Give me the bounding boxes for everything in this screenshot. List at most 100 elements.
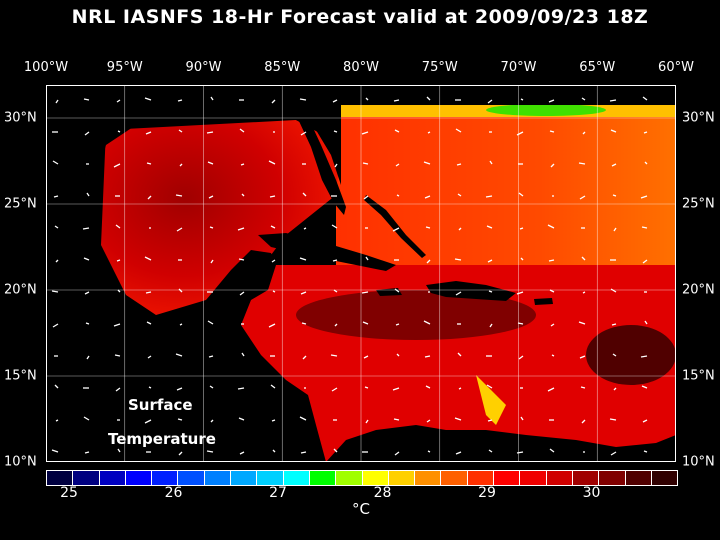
- wind-arrow: [393, 418, 400, 421]
- wind-arrow: [52, 160, 59, 165]
- wind-arrow: [148, 386, 152, 389]
- wind-arrow: [239, 291, 245, 296]
- wind-arrow: [83, 98, 90, 101]
- longitude-label: 70°W: [500, 60, 537, 75]
- wind-arrow: [270, 384, 276, 389]
- colorbar-swatch: [73, 471, 100, 485]
- wind-arrow: [520, 257, 524, 261]
- wind-arrow: [396, 353, 400, 357]
- wind-arrow: [361, 291, 369, 294]
- wind-arrow: [269, 195, 276, 198]
- wind-arrow: [268, 323, 276, 328]
- colorbar-swatch: [99, 471, 126, 485]
- wind-arrow: [178, 451, 183, 456]
- wind-arrow: [489, 160, 493, 165]
- latitude-label: 30°N: [682, 110, 715, 126]
- graticule: [46, 85, 676, 462]
- wind-arrow: [455, 128, 462, 133]
- wind-arrow: [392, 387, 400, 391]
- wind-arrow: [330, 354, 338, 357]
- wind-arrow: [176, 387, 183, 391]
- wind-arrow: [549, 448, 555, 453]
- wind-arrow: [332, 99, 338, 103]
- wind-arrow: [144, 256, 152, 261]
- wind-arrow: [578, 162, 586, 165]
- longitude-label: 65°W: [579, 60, 616, 75]
- wind-arrow: [580, 386, 586, 389]
- wind-arrow: [301, 322, 307, 325]
- latitude-label: 10°N: [4, 454, 37, 470]
- colorbar-tick-label: 29: [478, 485, 496, 501]
- colorbar-swatch: [546, 471, 573, 485]
- wind-arrow: [268, 160, 276, 165]
- wind-arrow: [331, 387, 338, 392]
- longitude-label: 100°W: [23, 60, 69, 75]
- colorbar-tick-label: 30: [582, 485, 601, 501]
- wind-arrow: [487, 259, 493, 263]
- wind-arrow: [488, 449, 493, 453]
- wind-arrow: [549, 130, 555, 133]
- wind-arrow: [209, 385, 214, 389]
- wind-arrow: [241, 352, 245, 357]
- wind-arrow: [210, 96, 214, 101]
- wind-arrow: [271, 419, 276, 422]
- wind-arrow: [84, 291, 90, 295]
- wind-arrow: [144, 419, 152, 424]
- wind-arrow: [239, 451, 245, 455]
- wind-arrow: [52, 323, 59, 328]
- wind-arrow: [83, 416, 90, 421]
- wind-arrow: [458, 387, 462, 390]
- wind-arrow: [516, 291, 524, 295]
- colorbar-swatch: [283, 471, 310, 485]
- colorbar-unit: °C: [352, 500, 370, 518]
- wind-arrow: [54, 384, 59, 389]
- land: [46, 85, 676, 462]
- wind-arrow: [549, 289, 555, 293]
- wind-arrow: [520, 416, 524, 421]
- wind-arrow: [362, 162, 369, 165]
- wind-arrow: [581, 419, 586, 424]
- wind-arrow: [333, 448, 338, 453]
- wind-arrow: [426, 259, 431, 264]
- wind-arrow: [113, 323, 121, 327]
- wind-arrow: [334, 323, 338, 327]
- colorbar-swatch: [572, 471, 600, 485]
- wind-arrow: [113, 163, 121, 168]
- florida: [298, 117, 346, 215]
- wind-arrow: [331, 224, 338, 229]
- wind-arrow: [550, 163, 555, 168]
- colorbar-swatch: [204, 471, 232, 485]
- wind-arrow: [518, 192, 524, 197]
- wind-arrow: [579, 195, 586, 200]
- longitude-label: 80°W: [343, 60, 379, 75]
- colorbar-swatch: [231, 471, 258, 485]
- colorbar-swatch: [257, 471, 284, 485]
- wind-arrow: [116, 259, 121, 262]
- wind-arrow: [115, 224, 121, 229]
- wind-arrow: [613, 227, 617, 232]
- wind-arrow: [362, 321, 369, 325]
- wind-arrow: [175, 194, 183, 197]
- puerto-rico: [534, 298, 553, 305]
- colorbar-swatch: [362, 471, 389, 485]
- wind-arrow: [582, 291, 586, 294]
- wind-arrow: [643, 450, 648, 453]
- colorbar-swatch: [520, 471, 547, 485]
- wind-arrow: [455, 291, 462, 296]
- wind-arrow: [458, 227, 462, 231]
- wind-arrow: [393, 99, 400, 102]
- wind-arrow: [179, 323, 183, 326]
- wind-arrow: [612, 353, 617, 357]
- wind-arrow: [206, 450, 214, 453]
- wind-arrow: [611, 163, 617, 167]
- wind-arrow: [237, 387, 245, 390]
- wind-arrow: [83, 257, 90, 261]
- wind-arrow: [176, 227, 183, 232]
- wind-arrow: [457, 352, 462, 357]
- wind-arrow: [299, 98, 307, 101]
- wind-arrow: [642, 259, 648, 264]
- wind-arrow: [581, 97, 586, 101]
- latitude-label: 25°N: [682, 196, 715, 212]
- wind-arrow: [609, 418, 617, 421]
- wind-arrow: [486, 384, 493, 389]
